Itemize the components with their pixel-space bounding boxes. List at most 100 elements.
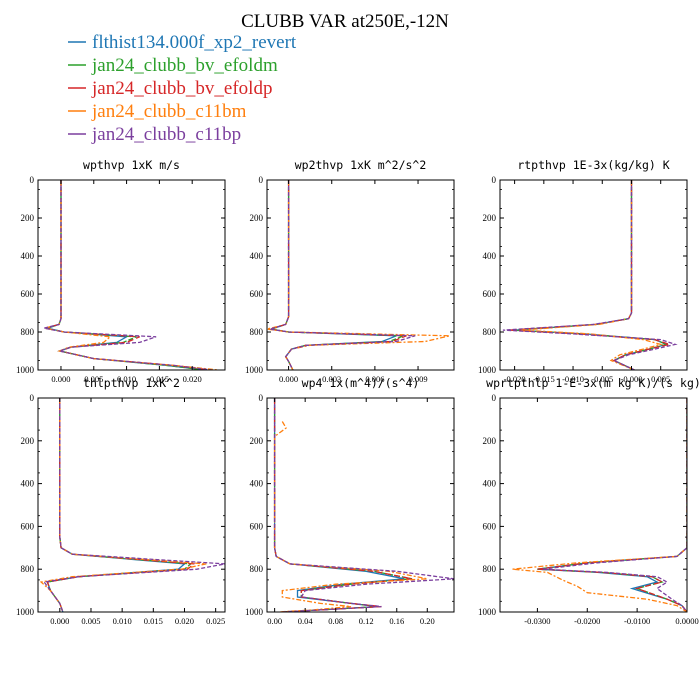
series-group xyxy=(267,180,450,370)
x-tick-label: 0.009 xyxy=(408,374,427,384)
x-tick-label: 0.005 xyxy=(81,616,100,626)
legend-label: jan24_clubb_bv_efoldm xyxy=(91,55,278,76)
series-line xyxy=(537,398,687,612)
y-tick-label: 400 xyxy=(21,479,35,489)
series-line xyxy=(46,398,193,612)
x-tick-label: 0.000 xyxy=(51,374,70,384)
x-tick-label: 0.010 xyxy=(113,616,132,626)
y-tick-label: 400 xyxy=(250,479,264,489)
y-tick-label: 200 xyxy=(483,213,497,223)
series-line xyxy=(542,398,687,612)
figure-title: CLUBB VAR at250E,-12N xyxy=(241,11,449,32)
x-tick-label: 0.000 xyxy=(279,374,298,384)
panel-title: wp2thvp 1xK m^2/s^2 xyxy=(295,158,427,172)
series-group xyxy=(512,398,687,612)
series-line xyxy=(45,180,212,370)
series-line xyxy=(511,180,669,370)
series-line xyxy=(39,398,207,612)
series-group xyxy=(39,398,225,612)
panel-title: rtpthvp 1E-3x(kg/kg) K xyxy=(517,158,669,172)
y-tick-label: 1000 xyxy=(16,607,35,617)
series-line xyxy=(537,398,687,612)
x-tick-label: 0.003 xyxy=(322,374,341,384)
x-tick-label: -0.0300 xyxy=(524,616,550,626)
y-tick-label: 600 xyxy=(21,289,35,299)
y-tick-label: 1000 xyxy=(478,365,497,375)
y-tick-label: 400 xyxy=(21,251,35,261)
legend: flthist134.000f_xp2_revertjan24_clubb_bv… xyxy=(68,32,297,145)
legend-label: jan24_clubb_c11bp xyxy=(91,124,241,145)
y-tick-label: 0 xyxy=(492,175,497,185)
x-tick-label: 0.020 xyxy=(183,374,202,384)
x-tick-label: -0.0200 xyxy=(574,616,600,626)
y-tick-label: 0 xyxy=(30,393,35,403)
x-tick-label: 0.00 xyxy=(267,616,282,626)
series-line xyxy=(273,398,405,612)
series-line xyxy=(273,398,454,612)
x-tick-label: 0.010 xyxy=(117,374,136,384)
y-tick-label: 200 xyxy=(483,436,497,446)
y-tick-label: 0 xyxy=(259,175,264,185)
y-tick-label: 800 xyxy=(250,327,264,337)
x-tick-label: 0.025 xyxy=(206,616,225,626)
chart-panel: wp2thvp 1xK m^2/s^2 0 200 400 600 800 1000 0.00… xyxy=(245,158,455,384)
y-tick-label: 800 xyxy=(21,327,35,337)
legend-item: flthist134.000f_xp2_revert xyxy=(68,32,297,53)
x-tick-label: -0.0100 xyxy=(624,616,650,626)
series-line xyxy=(508,180,672,370)
y-tick-label: 400 xyxy=(483,251,497,261)
series-line xyxy=(514,180,669,370)
x-tick-label: -0.005 xyxy=(591,374,613,384)
series-line xyxy=(43,398,225,612)
panel-title: wprtpthlp 1-E-3x(m kg K)/(s kg) xyxy=(486,376,700,390)
y-tick-label: 600 xyxy=(250,521,264,531)
y-tick-label: 1000 xyxy=(245,607,264,617)
y-tick-label: 800 xyxy=(250,564,264,574)
plot-frame xyxy=(266,397,455,613)
plot-frame xyxy=(37,397,226,613)
series-line xyxy=(520,180,664,370)
legend-item: jan24_clubb_c11bp xyxy=(68,124,241,145)
legend-item: jan24_clubb_bv_efoldp xyxy=(68,78,272,99)
x-tick-label: 0.04 xyxy=(298,616,314,626)
series-line xyxy=(537,398,687,612)
y-tick-label: 800 xyxy=(21,564,35,574)
series-line xyxy=(502,180,678,370)
y-tick-label: 600 xyxy=(250,289,264,299)
legend-label: jan24_clubb_c11bm xyxy=(91,101,247,122)
x-tick-label: -0.020 xyxy=(504,374,526,384)
x-tick-label: 0.015 xyxy=(150,374,169,384)
y-tick-label: 200 xyxy=(21,436,35,446)
y-tick-label: 0 xyxy=(492,393,497,403)
y-tick-label: 200 xyxy=(250,213,264,223)
x-tick-label: -0.000 xyxy=(621,374,643,384)
series-line xyxy=(269,180,416,370)
x-tick-label: -0.010 xyxy=(562,374,584,384)
legend-item: jan24_clubb_bv_efoldm xyxy=(68,55,278,76)
panel-title: wpthvp 1xK m/s xyxy=(83,158,180,172)
series-group xyxy=(43,180,219,370)
legend-label: jan24_clubb_bv_efoldp xyxy=(91,78,272,99)
x-tick-label: 0.005 xyxy=(651,374,670,384)
y-tick-label: 600 xyxy=(483,521,497,531)
series-line xyxy=(269,180,407,370)
series-line xyxy=(43,180,206,370)
y-tick-label: 1000 xyxy=(245,365,264,375)
y-tick-label: 800 xyxy=(483,564,497,574)
y-tick-label: 0 xyxy=(30,175,35,185)
x-tick-label: 0.16 xyxy=(389,616,404,626)
legend-label: flthist134.000f_xp2_revert xyxy=(92,32,297,53)
y-tick-label: 0 xyxy=(259,393,264,403)
x-tick-label: 0.12 xyxy=(359,616,374,626)
x-tick-label: 0.000 xyxy=(50,616,69,626)
x-tick-label: 0.08 xyxy=(328,616,343,626)
series-group xyxy=(273,398,454,612)
y-tick-label: 1000 xyxy=(478,607,497,617)
chart-panel: wpthvp 1xK m/s 0 200 400 600 800 1000 0.000 0.00… xyxy=(16,158,226,384)
y-tick-label: 800 xyxy=(483,327,497,337)
y-tick-label: 200 xyxy=(250,436,264,446)
x-tick-label: 0.015 xyxy=(144,616,163,626)
x-tick-label: 0.0000 xyxy=(675,616,698,626)
